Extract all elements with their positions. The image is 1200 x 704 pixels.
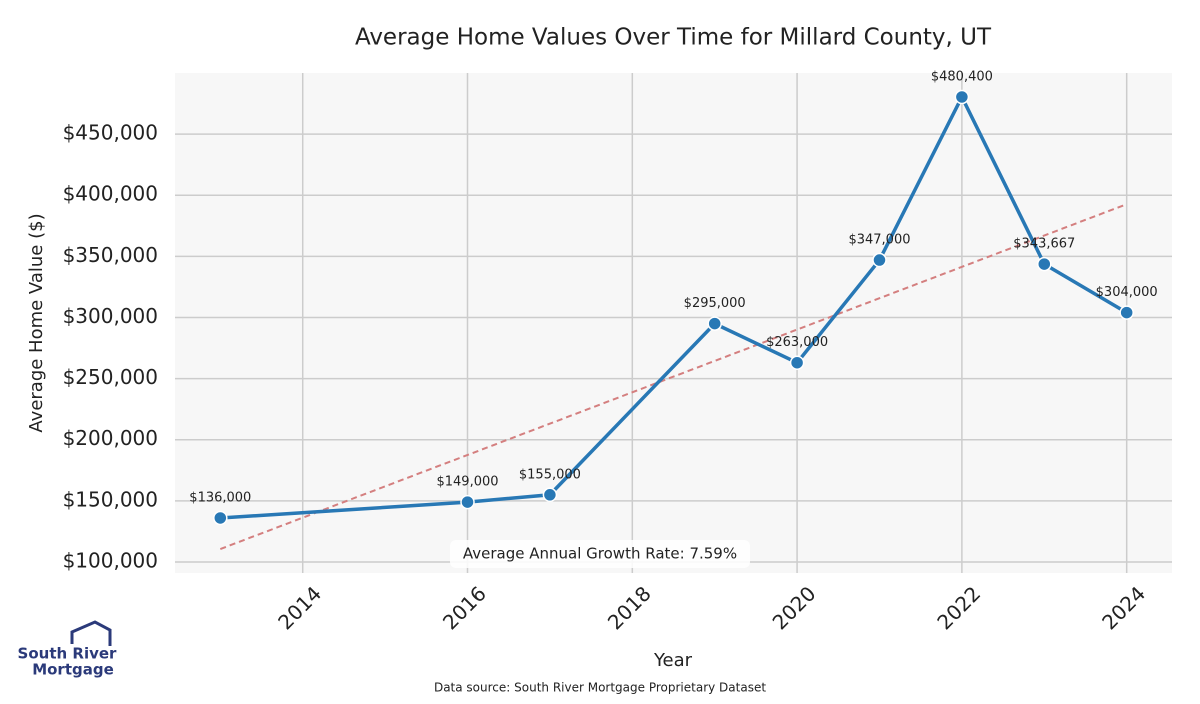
- y-tick-label: $100,000: [63, 548, 158, 572]
- data-point: [1119, 305, 1134, 320]
- data-label: $295,000: [684, 296, 746, 311]
- y-tick-label: $250,000: [63, 365, 158, 389]
- data-point: [1037, 256, 1052, 272]
- y-tick-label: $200,000: [63, 426, 158, 450]
- logo-icon: [70, 620, 112, 646]
- y-tick-label: $150,000: [63, 487, 158, 511]
- data-label: $347,000: [848, 233, 910, 248]
- data-point: [789, 355, 805, 370]
- y-tick-label: $300,000: [63, 304, 158, 328]
- logo-text: South River: [18, 645, 118, 663]
- data-label: $149,000: [436, 475, 498, 490]
- source-note: Data source: South River Mortgage Propri…: [434, 681, 766, 695]
- data-point: [460, 494, 475, 510]
- logo-text: Mortgage: [32, 661, 114, 679]
- data-point: [542, 487, 558, 503]
- annotation-box: [450, 540, 750, 568]
- data-label: $155,000: [519, 467, 581, 482]
- x-tick-label: 2022: [932, 581, 985, 634]
- y-tick-label: $450,000: [63, 121, 158, 145]
- y-tick-label: $350,000: [63, 243, 158, 267]
- data-point: [872, 252, 887, 268]
- x-tick-label: 2018: [603, 581, 656, 634]
- y-tick-label: $400,000: [63, 182, 158, 206]
- data-point: [954, 89, 970, 105]
- chart-title: Average Home Values Over Time for Millar…: [355, 25, 992, 51]
- data-label: $343,667: [1013, 237, 1075, 252]
- data-label: $263,000: [766, 335, 828, 350]
- data-point: [707, 316, 722, 331]
- trend-line: [219, 203, 1128, 550]
- data-label: $304,000: [1096, 285, 1158, 300]
- y-axis-label: Average Home Value ($): [26, 213, 47, 432]
- x-tick-label: 2016: [438, 581, 491, 634]
- x-axis-label: Year: [653, 650, 693, 671]
- x-tick-label: 2020: [768, 581, 821, 634]
- data-label: $480,400: [931, 69, 993, 84]
- data-point: [213, 510, 228, 526]
- data-label: $136,000: [189, 490, 251, 505]
- x-tick-label: 2014: [273, 581, 326, 634]
- annotation: Average Annual Growth Rate: 7.59%: [463, 545, 737, 563]
- x-tick-label: 2024: [1097, 581, 1150, 634]
- plot-area: [175, 73, 1172, 573]
